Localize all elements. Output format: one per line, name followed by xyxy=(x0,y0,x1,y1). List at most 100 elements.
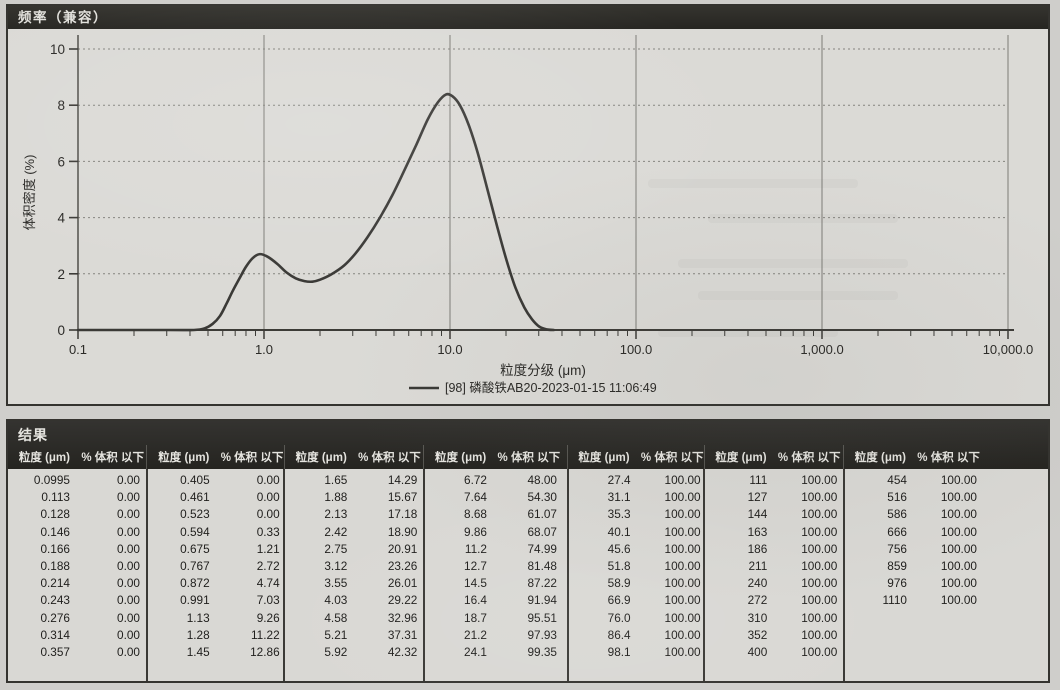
size-value: 98.1 xyxy=(607,644,631,659)
table-row: 310 100.00 xyxy=(705,610,843,627)
results-table-panel: 结果 粒度 (μm)% 体积 以下 粒度 (μm)% 体积 以下 粒度 (μm)% … xyxy=(6,419,1050,683)
table-row: 14.5 87.22 xyxy=(425,575,567,592)
table-row: 272 100.00 xyxy=(705,592,843,609)
table-row: 756 100.00 xyxy=(845,541,1048,558)
table-row: 666 100.00 xyxy=(845,524,1048,541)
size-column-header: 粒度 (μm) xyxy=(715,452,767,464)
table-row: 51.8 100.00 xyxy=(569,558,704,575)
column-group: 1.65 14.29 1.88 15.67 2.13 17.18 2.42 18.90 2.75… xyxy=(285,469,425,681)
size-value: 756 xyxy=(887,541,907,556)
percent-under-value: 1.21 xyxy=(256,541,280,556)
column-group-header: 粒度 (μm) % 体积 以下 xyxy=(146,445,283,469)
percent-under-value: 100.00 xyxy=(801,627,838,642)
percent-under-value: 0.00 xyxy=(117,524,140,539)
percent-under-value: 15.67 xyxy=(387,490,418,505)
y-tick-label: 6 xyxy=(57,154,65,169)
table-row: 2.75 20.91 xyxy=(285,541,423,558)
percent-under-value: 0.00 xyxy=(117,473,140,487)
size-value: 0.214 xyxy=(40,576,70,591)
table-row: 40.1 100.00 xyxy=(569,524,704,541)
size-value: 1.45 xyxy=(186,644,210,659)
table-row: 144 100.00 xyxy=(705,506,843,523)
size-value: 9.86 xyxy=(464,524,487,539)
y-tick-label: 10 xyxy=(50,42,65,57)
size-value: 86.4 xyxy=(607,627,631,642)
percent-under-value: 99.35 xyxy=(527,644,557,659)
x-tick-label: 100.0 xyxy=(620,342,653,357)
size-value: 0.0995 xyxy=(33,473,70,487)
table-row: 3.12 23.26 xyxy=(285,558,423,575)
percent-under-value: 100.00 xyxy=(664,627,701,642)
table-row: 0.357 0.00 xyxy=(8,644,146,661)
table-row: 0.243 0.00 xyxy=(8,592,146,609)
table-row: 2.42 18.90 xyxy=(285,524,423,541)
size-value: 1110 xyxy=(882,593,907,608)
percent-under-value: 100.00 xyxy=(940,507,977,522)
size-value: 7.64 xyxy=(464,490,487,505)
size-value: 4.03 xyxy=(324,593,348,608)
table-row: 0.128 0.00 xyxy=(8,506,146,523)
size-value: 18.7 xyxy=(464,610,487,625)
table-row: 8.68 61.07 xyxy=(425,506,567,523)
frequency-chart-panel: 频率（兼容） 0 2 4 6 8 10 0.1 1.0 10.0 100.0 1,000.0 10,0… xyxy=(6,4,1050,406)
table-row: 6.72 48.00 xyxy=(425,472,567,489)
size-value: 66.9 xyxy=(607,593,631,608)
size-value: 1.28 xyxy=(186,627,210,642)
size-value: 0.276 xyxy=(40,610,70,625)
size-value: 976 xyxy=(887,576,907,591)
legend-series-label: [98] 磷酸铁AB20-2023-01-15 11:06:49 xyxy=(445,380,657,395)
percent-under-value: 100.00 xyxy=(664,473,701,487)
size-value: 0.594 xyxy=(180,524,210,539)
percent-under-value: 100.00 xyxy=(801,507,838,522)
column-group: 0.405 0.00 0.461 0.00 0.523 0.00 0.594 0.33 0.67… xyxy=(148,469,286,681)
results-table-header: 结果 粒度 (μm)% 体积 以下 粒度 (μm)% 体积 以下 粒度 (μm)% … xyxy=(8,421,1048,469)
column-group: 454 100.00 516 100.00 586 100.00 666 100.00 756 1… xyxy=(845,469,1048,681)
percent-under-value: 68.07 xyxy=(527,524,557,539)
size-value: 27.4 xyxy=(607,473,631,487)
size-value: 163 xyxy=(747,524,768,539)
table-row: 186 100.00 xyxy=(705,541,843,558)
table-row: 976 100.00 xyxy=(845,575,1048,592)
table-row: 16.4 91.94 xyxy=(425,592,567,609)
table-row: 586 100.00 xyxy=(845,506,1048,523)
particle-size-distribution-chart: 0 2 4 6 8 10 0.1 1.0 10.0 100.0 1,000.0 10,000.0 粒度分… xyxy=(22,35,1033,395)
percent-under-value: 0.00 xyxy=(117,576,140,591)
percent-under-value: 4.74 xyxy=(256,576,280,591)
table-row: 4.03 29.22 xyxy=(285,592,423,609)
percent-under-value: 100.00 xyxy=(664,576,701,591)
column-group: 0.0995 0.00 0.113 0.00 0.128 0.00 0.146 0.00 0.1… xyxy=(8,469,148,681)
percent-under-value: 0.33 xyxy=(256,524,280,539)
percent-under-value: 81.48 xyxy=(527,558,557,573)
table-row: 0.146 0.00 xyxy=(8,524,146,541)
y-tick-label: 8 xyxy=(57,98,65,113)
results-table-body: 0.0995 0.00 0.113 0.00 0.128 0.00 0.146 0.00 0.1… xyxy=(8,469,1048,681)
percent-under-value: 100.00 xyxy=(801,541,838,556)
size-value: 0.357 xyxy=(40,644,70,659)
size-value: 454 xyxy=(887,473,907,487)
table-row: 18.7 95.51 xyxy=(425,610,567,627)
table-row: 31.1 100.00 xyxy=(569,489,704,506)
percent-under-value: 20.91 xyxy=(387,541,418,556)
table-row: 2.13 17.18 xyxy=(285,506,423,523)
percent-under-value: 0.00 xyxy=(117,593,140,608)
x-tick-label: 1,000.0 xyxy=(800,342,843,357)
size-value: 5.92 xyxy=(324,644,348,659)
table-row: 3.55 26.01 xyxy=(285,575,423,592)
percent-under-value: 0.00 xyxy=(256,507,280,522)
percent-under-value: 100.00 xyxy=(664,541,701,556)
table-row: 21.2 97.93 xyxy=(425,627,567,644)
percent-under-value: 17.18 xyxy=(387,507,418,522)
percent-under-value: 100.00 xyxy=(801,610,838,625)
table-row: 0.594 0.33 xyxy=(148,524,284,541)
column-group-header: 粒度 (μm) % 体积 以下 xyxy=(283,445,423,469)
size-value: 0.405 xyxy=(180,473,210,487)
table-row: 58.9 100.00 xyxy=(569,575,704,592)
size-column-header: 粒度 (μm) xyxy=(295,452,347,464)
table-row: 240 100.00 xyxy=(705,575,843,592)
size-value: 4.58 xyxy=(324,610,348,625)
table-row: 127 100.00 xyxy=(705,489,843,506)
size-value: 186 xyxy=(747,541,768,556)
percent-under-value: 100.00 xyxy=(664,524,701,539)
table-row: 163 100.00 xyxy=(705,524,843,541)
column-group-header: 粒度 (μm) % 体积 以下 xyxy=(8,445,146,469)
